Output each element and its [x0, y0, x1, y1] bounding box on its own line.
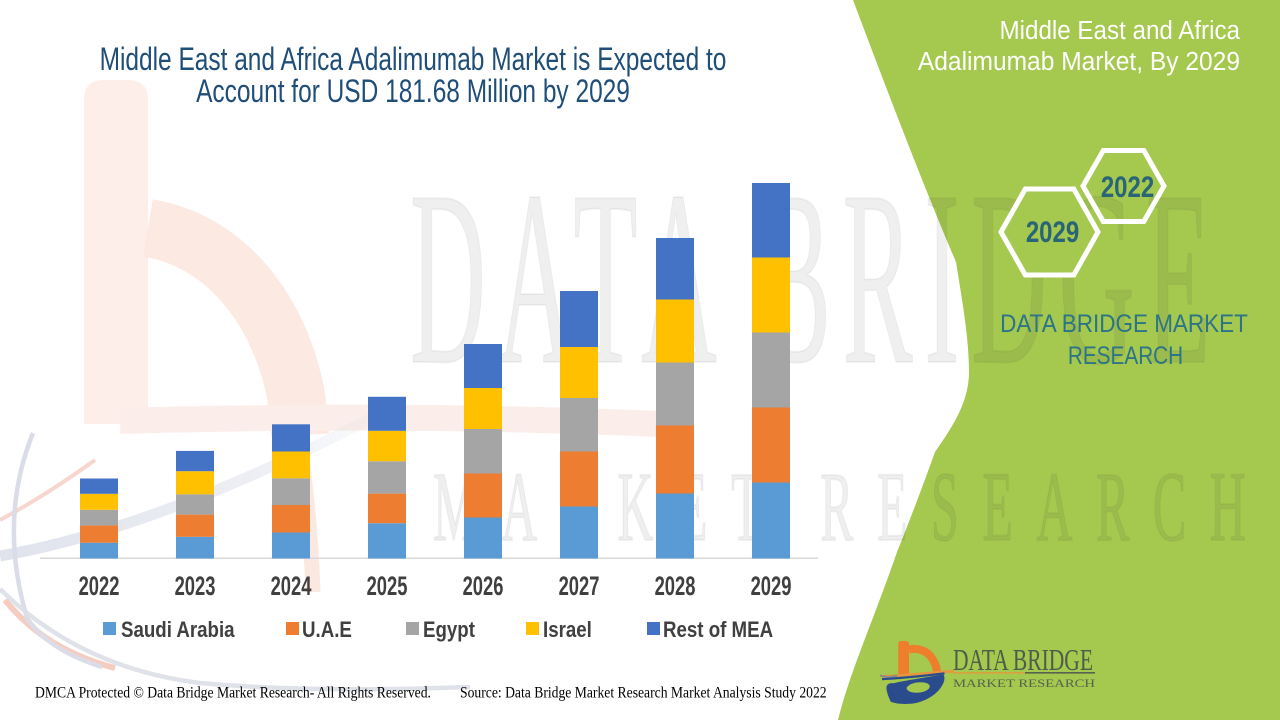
- svg-text:DATA BRIDGE: DATA BRIDGE: [953, 642, 1093, 677]
- svg-text:Rest of MEA: Rest of MEA: [663, 619, 773, 643]
- svg-text:2028: 2028: [655, 570, 696, 600]
- svg-text:Egypt: Egypt: [423, 619, 475, 643]
- svg-text:U.A.E: U.A.E: [302, 619, 352, 643]
- svg-text:MARKET RESEARCH: MARKET RESEARCH: [433, 453, 1269, 563]
- svg-text:2029: 2029: [751, 570, 792, 600]
- svg-text:2024: 2024: [271, 570, 312, 600]
- svg-text:DATA BRIDGE: DATA BRIDGE: [410, 140, 1222, 416]
- svg-text:Middle East and Africa Adalimu: Middle East and Africa Adalimumab Market…: [100, 42, 727, 78]
- svg-text:Source: Data Bridge Market Res: Source: Data Bridge Market Research Mark…: [460, 685, 827, 702]
- svg-text:2029: 2029: [1026, 214, 1079, 248]
- svg-text:Middle East and Africa: Middle East and Africa: [1000, 16, 1241, 45]
- svg-text:DATA BRIDGE MARKET: DATA BRIDGE MARKET: [1000, 310, 1248, 338]
- svg-text:Israel: Israel: [543, 619, 592, 643]
- svg-text:Account for USD 181.68 Million: Account for USD 181.68 Million by 2029: [196, 74, 630, 110]
- svg-text:DMCA Protected © Data Bridge M: DMCA Protected © Data Bridge Market Rese…: [35, 685, 431, 702]
- svg-text:2023: 2023: [175, 570, 216, 600]
- svg-text:2026: 2026: [463, 570, 504, 600]
- svg-text:Saudi Arabia: Saudi Arabia: [121, 619, 235, 643]
- svg-text:2022: 2022: [79, 570, 120, 600]
- svg-text:RESEARCH: RESEARCH: [1068, 341, 1183, 369]
- svg-text:MARKET RESEARCH: MARKET RESEARCH: [953, 678, 1095, 690]
- svg-text:Adalimumab Market, By 2029: Adalimumab Market, By 2029: [918, 47, 1240, 76]
- svg-text:2025: 2025: [367, 570, 408, 600]
- svg-text:2027: 2027: [559, 570, 600, 600]
- svg-text:2022: 2022: [1101, 169, 1154, 203]
